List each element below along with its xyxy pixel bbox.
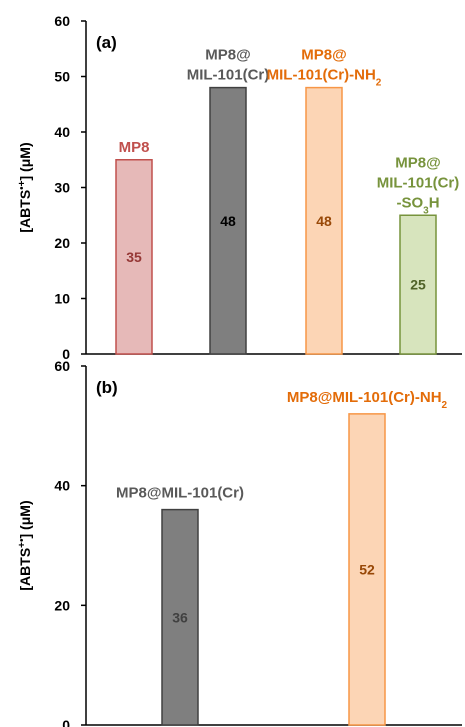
y-tick-label: 40 [54,124,70,140]
bar-category-label: MIL-101(Cr) [187,67,270,84]
bar-category-label: MP8@MIL-101(Cr) [116,485,244,502]
y-tick-label: 50 [54,69,70,85]
bar-category-label: MP8 [119,139,150,156]
bar-category-text: MIL-101(Cr) [187,67,270,84]
bar-category-label: MIL-101(Cr) [377,174,460,191]
bar-category-subscript: 3 [423,205,429,216]
panel-label: (a) [96,33,117,52]
y-axis-label-part: [ABTS [17,190,33,233]
panel-label: (b) [96,378,118,397]
bar [161,508,199,726]
bar [209,86,247,355]
bar-value-label: 36 [172,609,188,625]
y-axis-label-part: [ABTS [17,548,33,591]
bar [115,159,153,355]
y-tick-label: 20 [54,235,70,251]
y-tick-label: 30 [54,180,70,196]
y-axis-label-part: ] (μM) [17,142,33,180]
bar-value-label: 48 [316,213,332,229]
y-tick-label: 0 [62,346,70,362]
y-tick-label: 40 [54,478,70,494]
bar-category-label: MP8@ [395,154,440,171]
bar-category-label: -SO3H [396,194,439,216]
bar-category-text: MP8@MIL-101(Cr)-NH [287,389,442,406]
bar-category-text: H [429,194,440,211]
bar-category-label: MP8@MIL-101(Cr)-NH2 [287,389,448,411]
y-tick-label: 0 [62,717,70,727]
bar-category-text: MIL-101(Cr)-NH [267,67,376,84]
y-tick-label: 60 [54,13,70,29]
y-tick-label: 20 [54,597,70,613]
y-tick-label: 60 [54,358,70,374]
bar [305,86,343,355]
bar-category-subscript: 2 [376,77,382,88]
y-axis-label-sup: +• [17,538,28,548]
bar-category-text: MP8 [119,139,150,156]
bar-category-text: MIL-101(Cr) [377,174,460,191]
bar [399,214,437,355]
bar-category-text: -SO [396,194,423,211]
bar-value-label: 35 [126,249,142,265]
bar-category-text: MP8@MIL-101(Cr) [116,485,244,502]
bar-category-label: MIL-101(Cr)-NH2 [267,67,382,89]
bar [348,413,386,726]
bar-category-label: MP8@ [205,47,250,64]
panel-b: 0 20 40 60 [ABTS+•] (μM) (b) 36 MP8@MIL-101(Cr)… [17,358,462,727]
bar-value-label: 25 [410,277,426,293]
bar-value-label: 52 [359,561,375,577]
panel-a: 0 10 20 30 40 50 60 [ABTS•+] (μM) (a) 35 MP8 48 MP8@… [17,13,462,362]
bar-category-text: MP8@ [301,47,346,64]
y-axis-label: [ABTS•+] (μM) [17,142,34,232]
bar-category-text: MP8@ [205,47,250,64]
y-axis-label-sup: •+ [17,180,28,190]
bar-category-label: MP8@ [301,47,346,64]
y-tick-label: 10 [54,291,70,307]
bar-value-label: 48 [220,213,236,229]
bar-category-text: MP8@ [395,154,440,171]
y-axis-label: [ABTS+•] (μM) [17,500,34,590]
y-axis-label-part: ] (μM) [17,500,33,538]
bar-category-subscript: 2 [442,399,448,410]
